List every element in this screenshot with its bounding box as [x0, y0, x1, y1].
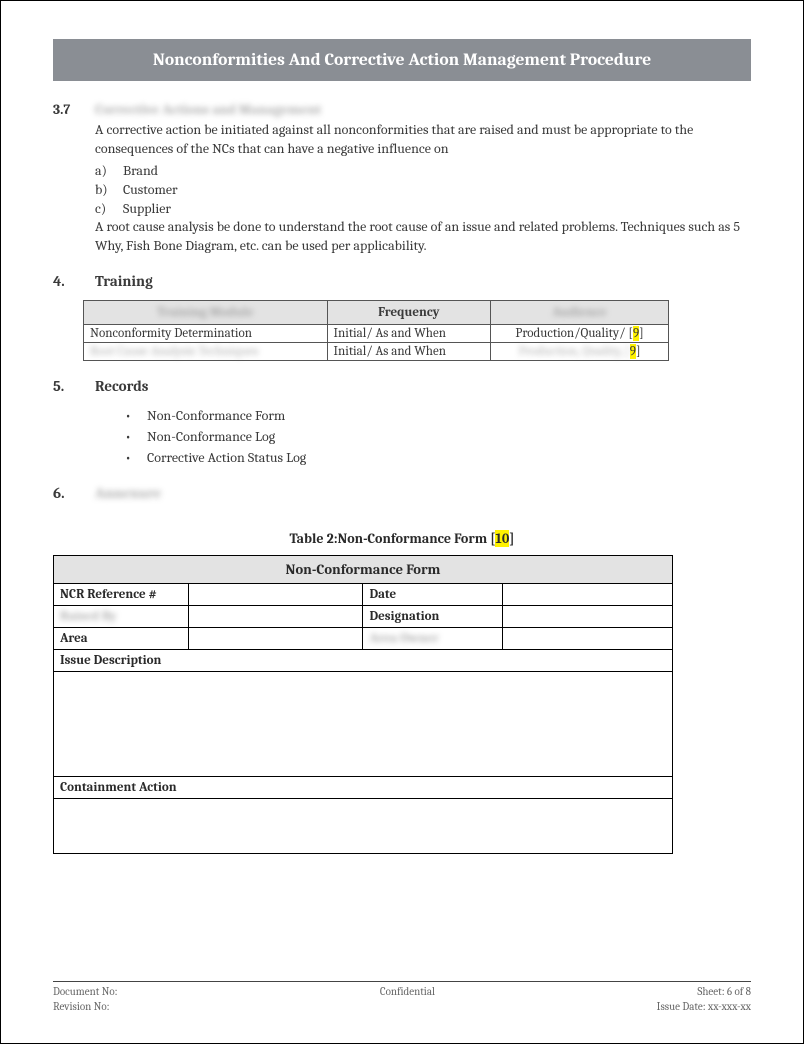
list-item: b)Customer [95, 181, 751, 200]
list-letter: b) [95, 181, 123, 200]
value-issue-description [54, 672, 673, 777]
label-issue-description: Issue Description [54, 650, 673, 672]
table-row: Root Cause Analysis Techniques Initial/ … [84, 343, 669, 361]
list-letter: a) [95, 162, 123, 181]
training-table: Training Module Frequency Audience Nonco… [83, 300, 669, 361]
section-4-heading: 4. Training [53, 272, 751, 290]
label-ncr-ref: NCR Reference # [54, 584, 189, 606]
label-date: Date [363, 584, 503, 606]
footer-row-2: Revision No: Issue Date: xx-xxx-xx [53, 1000, 751, 1015]
section-title: Training [95, 272, 153, 290]
section-5-heading: 5. Records [53, 377, 751, 395]
paragraph-intro: A corrective action be initiated against… [95, 121, 751, 159]
section-num: 6. [53, 484, 95, 502]
list-text: Customer [123, 181, 178, 200]
section-num: 3.7 [53, 101, 95, 118]
footer-row-1: Document No: Confidential Sheet: 6 of 8 [53, 985, 751, 1000]
table-row: Nonconformity Determination Initial/ As … [84, 325, 669, 343]
form-row: Raised By Designation [54, 606, 673, 628]
nc-form-table: Non-Conformance Form NCR Reference # Dat… [53, 555, 673, 854]
cell-module-blurred: Root Cause Analysis Techniques [84, 343, 328, 361]
bullet-icon: • [125, 405, 147, 426]
footer-docno: Document No: [53, 985, 118, 1000]
list-item: •Corrective Action Status Log [125, 447, 751, 468]
list-text: Non-Conformance Form [147, 405, 285, 426]
th-audience-blurred: Audience [491, 301, 669, 325]
list-text: Non-Conformance Log [147, 426, 275, 447]
label-area-owner-blurred: Area Owner [363, 628, 503, 650]
cell-frequency: Initial/ As and When [327, 325, 491, 343]
table-caption: Table 2:Non-Conformance Form [10] [53, 530, 751, 547]
table-header-row: Training Module Frequency Audience [84, 301, 669, 325]
footer-confidential: Confidential [380, 985, 435, 1000]
form-row [54, 799, 673, 854]
bullet-icon: • [125, 447, 147, 468]
cell-audience: Production/Quality/ [9] [491, 325, 669, 343]
label-area: Area [54, 628, 189, 650]
cell-audience: Production, Quality, [9] [491, 343, 669, 361]
document-page: Nonconformities And Corrective Action Ma… [0, 0, 804, 1044]
section-num: 4. [53, 272, 95, 290]
footer-revision: Revision No: [53, 1000, 110, 1015]
value-ncr-ref [188, 584, 363, 606]
form-row: Area Area Owner [54, 628, 673, 650]
bullet-icon: • [125, 426, 147, 447]
footer-issue-date: Issue Date: xx-xxx-xx [657, 1000, 751, 1015]
cell-module: Nonconformity Determination [84, 325, 328, 343]
th-frequency: Frequency [327, 301, 491, 325]
list-item: a)Brand [95, 162, 751, 181]
form-row: Issue Description [54, 650, 673, 672]
value-date [503, 584, 673, 606]
th-module-blurred: Training Module [84, 301, 328, 325]
list-text: Brand [123, 162, 158, 181]
form-title: Non-Conformance Form [54, 556, 673, 584]
cell-frequency: Initial/ As and When [327, 343, 491, 361]
footer-divider [53, 981, 751, 982]
section-title-blurred: Corrective Actions and Management [95, 101, 321, 118]
list-text: Supplier [123, 200, 171, 219]
footer-sheet: Sheet: 6 of 8 [697, 985, 751, 1000]
form-row: Containment Action [54, 777, 673, 799]
form-row [54, 672, 673, 777]
footer: Document No: Confidential Sheet: 6 of 8 … [53, 981, 751, 1015]
label-raised-by-blurred: Raised By [54, 606, 189, 628]
value-containment [54, 799, 673, 854]
value-designation [503, 606, 673, 628]
list-item: •Non-Conformance Log [125, 426, 751, 447]
section-num: 5. [53, 377, 95, 395]
label-containment: Containment Action [54, 777, 673, 799]
list-letter: c) [95, 200, 123, 219]
section-title: Records [95, 377, 148, 395]
list-text: Corrective Action Status Log [147, 447, 306, 468]
form-title-row: Non-Conformance Form [54, 556, 673, 584]
form-row: NCR Reference # Date [54, 584, 673, 606]
list-item: c)Supplier [95, 200, 751, 219]
label-designation: Designation [363, 606, 503, 628]
ordered-list: a)Brand b)Customer c)Supplier [95, 162, 751, 219]
records-list: •Non-Conformance Form •Non-Conformance L… [125, 405, 751, 468]
list-item: •Non-Conformance Form [125, 405, 751, 426]
value-area [188, 628, 363, 650]
paragraph-rootcause: A root cause analysis be done to underst… [95, 218, 751, 256]
value-area-owner [503, 628, 673, 650]
section-3-7-heading: 3.7 Corrective Actions and Management [53, 101, 751, 118]
header-banner: Nonconformities And Corrective Action Ma… [53, 39, 751, 81]
section-title-blurred: Annexure [95, 484, 161, 502]
value-raised-by [188, 606, 363, 628]
section-6-heading: 6. Annexure [53, 484, 751, 502]
